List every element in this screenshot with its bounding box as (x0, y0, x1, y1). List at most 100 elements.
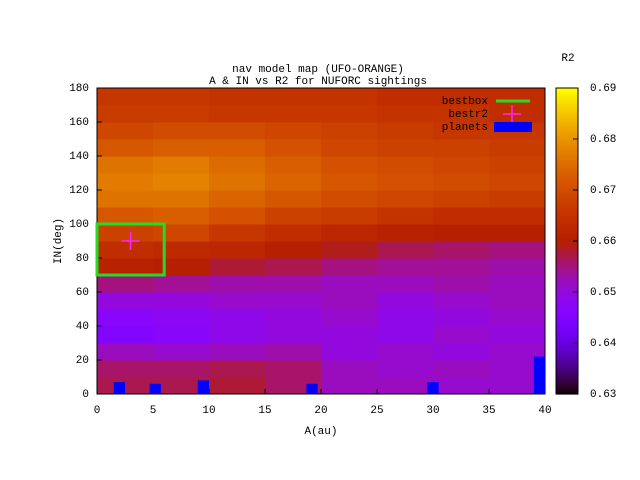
colorbar-strip (556, 108, 578, 112)
colorbar-strip (556, 335, 578, 339)
heat-cell (321, 88, 378, 106)
heat-cell (209, 360, 266, 378)
colorbar-tick-label: 0.65 (590, 287, 616, 299)
heat-cell (153, 88, 210, 106)
heat-cell (97, 88, 154, 106)
x-tick-label: 5 (150, 405, 157, 417)
heat-cell (97, 258, 154, 276)
heat-cell (97, 207, 154, 225)
colorbar-strip (556, 284, 578, 288)
x-tick-label: 35 (482, 405, 495, 417)
x-tick-label: 0 (94, 405, 101, 417)
heat-cell (489, 360, 546, 378)
heat-cell (321, 139, 378, 157)
colorbar-strip (556, 343, 578, 347)
colorbar-strip (556, 220, 578, 224)
colorbar-strip (556, 358, 578, 362)
heat-cell (321, 190, 378, 208)
y-tick-label: 60 (76, 287, 89, 299)
planet-bar (306, 383, 318, 394)
colorbar-strip (556, 139, 578, 143)
heat-cell (489, 326, 546, 344)
planet-bar (149, 383, 161, 394)
heat-cell (209, 326, 266, 344)
colorbar-strip (556, 258, 578, 262)
heat-cell (377, 88, 434, 106)
heat-cell (265, 173, 322, 191)
colorbar-strip (556, 253, 578, 257)
colorbar-strip (556, 363, 578, 367)
heat-cell (489, 309, 546, 327)
heat-cell (377, 139, 434, 157)
heat-cell (209, 241, 266, 259)
colorbar-strip (556, 164, 578, 168)
x-axis-label: A(au) (304, 426, 337, 438)
heat-cell (209, 258, 266, 276)
heat-cell (377, 190, 434, 208)
colorbar-strip (556, 330, 578, 334)
heat-cell (433, 292, 490, 310)
colorbar-strip (556, 304, 578, 308)
heat-cell (265, 292, 322, 310)
heat-cell (97, 139, 154, 157)
heat-cell (265, 139, 322, 157)
heat-cell (209, 275, 266, 293)
heat-cell (433, 88, 490, 106)
heat-cell (265, 224, 322, 242)
planet-bar (427, 382, 439, 394)
heat-cell (265, 122, 322, 140)
colorbar-strip (556, 90, 578, 94)
colorbar-strip (556, 205, 578, 209)
colorbar-strip (556, 195, 578, 199)
best-box (95, 222, 166, 277)
colorbar-strip (556, 105, 578, 109)
heat-cell (209, 156, 266, 174)
colorbar-strip (556, 218, 578, 222)
heat-cell (153, 190, 210, 208)
colorbar-strip (556, 110, 578, 115)
heat-cell (265, 343, 322, 361)
colorbar-strip (556, 241, 578, 245)
colorbar-strip (556, 116, 578, 120)
colorbar-strip (556, 146, 578, 150)
colorbar-strip (556, 261, 578, 265)
heat-cell (97, 292, 154, 310)
heat-cell (153, 275, 210, 293)
heat-cell (321, 105, 378, 123)
colorbar-strip (556, 317, 578, 321)
heat-cell (433, 343, 490, 361)
heat-cell (377, 292, 434, 310)
colorbar-strip (556, 98, 578, 102)
colorbar-tick-label: 0.68 (590, 134, 616, 146)
colorbar-strip (556, 348, 578, 352)
best-point (121, 232, 140, 250)
legend-swatch (494, 122, 532, 132)
heat-cell (97, 224, 154, 242)
colorbar-strip (556, 294, 578, 298)
heat-cell (489, 241, 546, 259)
colorbar-strip (556, 223, 578, 227)
y-tick-label: 160 (69, 117, 89, 129)
heat-cell (153, 258, 210, 276)
planet-bar (533, 356, 545, 394)
heat-cell (209, 105, 266, 123)
colorbar-strip (556, 371, 578, 375)
colorbar-strip (556, 309, 578, 313)
colorbar-strip (556, 121, 578, 125)
heat-cell (209, 309, 266, 327)
colorbar-strip (556, 100, 578, 104)
y-tick-label: 80 (76, 253, 89, 265)
colorbar-strip (556, 266, 578, 270)
heat-cell (153, 241, 210, 259)
colorbar-strip (556, 378, 578, 382)
heat-cell (489, 377, 546, 395)
heat-cell (433, 207, 490, 225)
chart-title: nav model map (UFO-ORANGE) (232, 64, 404, 76)
x-tick-label: 25 (370, 405, 383, 417)
colorbar-strip (556, 212, 578, 217)
colorbar-strip (556, 182, 578, 186)
heat-cell (265, 156, 322, 174)
heat-cell (489, 224, 546, 242)
heat-cell (153, 156, 210, 174)
colorbar-strip (556, 131, 578, 135)
